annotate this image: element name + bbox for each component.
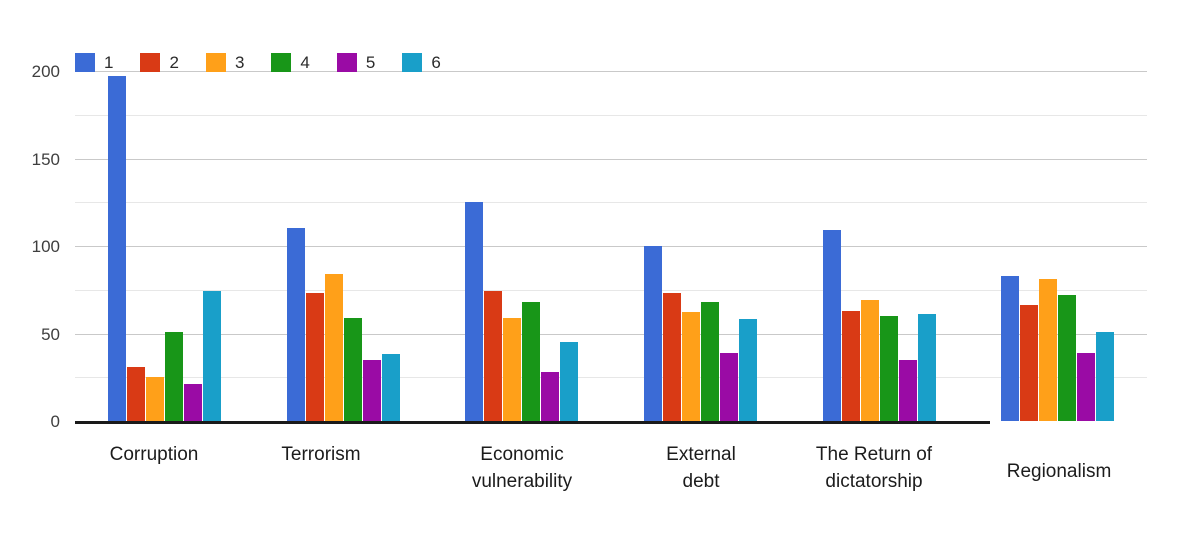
bar-series-6-economic-vulnerability <box>560 342 578 421</box>
bar-series-5-corruption <box>184 384 202 421</box>
legend-item-6: 6 <box>402 53 441 72</box>
bar-series-4-terrorism <box>344 318 362 421</box>
category-label-line: Corruption <box>109 444 199 465</box>
bar-series-4-corruption <box>165 332 183 421</box>
bar-group-external-debt <box>611 71 790 421</box>
bar-group-corruption <box>75 71 254 421</box>
legend-label: 1 <box>104 53 114 72</box>
category-label-regionalism: Regionalism <box>964 458 1154 485</box>
legend-item-2: 2 <box>140 53 179 72</box>
bar-series-3-terrorism <box>325 274 343 421</box>
chart-legend: 1 2 3 4 5 6 <box>75 53 468 72</box>
bar-group-economic-vulnerability <box>432 71 611 421</box>
y-tick-label-50: 50 <box>41 325 60 344</box>
y-tick-label-200: 200 <box>31 62 60 81</box>
y-tick-label-100: 100 <box>31 237 60 256</box>
bar-series-5-economic-vulnerability <box>541 372 559 421</box>
bar-series-1-regionalism <box>1001 276 1019 421</box>
legend-swatch-icon <box>140 53 161 72</box>
legend-label: 5 <box>365 53 376 72</box>
category-label-line: Regionalism <box>1006 461 1112 482</box>
bar-series-2-economic-vulnerability <box>484 291 502 421</box>
bar-series-4-external-debt <box>701 302 719 421</box>
legend-item-5: 5 <box>336 53 376 72</box>
category-label-line: External <box>666 444 736 465</box>
bar-series-3-economic-vulnerability <box>503 318 521 421</box>
legend-label: 2 <box>169 53 179 72</box>
bar-series-1-corruption <box>108 76 126 421</box>
bar-series-2-corruption <box>127 367 145 421</box>
bar-series-2-terrorism <box>306 293 324 421</box>
bar-series-1-the-return-of-dictatorship <box>823 230 841 421</box>
y-tick-label-0: 0 <box>50 412 60 431</box>
bar-series-2-the-return-of-dictatorship <box>842 311 860 421</box>
bar-group-regionalism <box>968 71 1147 421</box>
legend-swatch-icon <box>336 53 357 72</box>
legend-item-3: 3 <box>205 53 245 72</box>
legend-swatch-icon <box>75 53 95 72</box>
gridline-175 <box>75 115 1147 116</box>
category-label-terrorism: Terrorism <box>226 441 416 468</box>
x-axis-line <box>75 421 990 424</box>
category-label-line: vulnerability <box>471 471 573 492</box>
bar-series-5-regionalism <box>1077 353 1095 421</box>
legend-item-1: 1 <box>75 53 113 72</box>
bar-series-1-economic-vulnerability <box>465 202 483 421</box>
bar-series-5-terrorism <box>363 360 381 421</box>
bar-series-2-regionalism <box>1020 305 1038 421</box>
bar-series-6-terrorism <box>382 354 400 421</box>
bar-series-5-the-return-of-dictatorship <box>899 360 917 421</box>
bar-series-2-external-debt <box>663 293 681 421</box>
bar-series-3-external-debt <box>682 312 700 421</box>
gridline-50 <box>75 334 1147 335</box>
bar-series-3-the-return-of-dictatorship <box>861 300 879 421</box>
gridline-150 <box>75 159 1147 160</box>
bar-series-6-regionalism <box>1096 332 1114 421</box>
bar-series-3-corruption <box>146 377 164 421</box>
category-label-economic-vulnerability: Economic vulnerability <box>427 441 617 495</box>
bar-series-1-external-debt <box>644 246 662 421</box>
legend-item-4: 4 <box>271 53 310 72</box>
legend-label: 3 <box>234 53 245 72</box>
bar-series-6-the-return-of-dictatorship <box>918 314 936 421</box>
bar-group-terrorism <box>254 71 433 421</box>
category-label-line: Terrorism <box>281 444 361 465</box>
category-label-external-debt: External debt <box>606 441 796 495</box>
bar-series-6-external-debt <box>739 319 757 421</box>
category-label-line: debt <box>682 471 720 492</box>
category-label-line: dictatorship <box>825 471 923 492</box>
gridline-125 <box>75 202 1147 203</box>
bar-series-1-terrorism <box>287 228 305 421</box>
legend-swatch-icon <box>205 53 226 72</box>
category-label-line: The Return of <box>815 444 933 465</box>
legend-label: 4 <box>300 53 310 72</box>
gridline-25 <box>75 377 1147 378</box>
bar-series-3-regionalism <box>1039 279 1057 421</box>
bar-series-4-economic-vulnerability <box>522 302 540 421</box>
bar-series-6-corruption <box>203 291 221 421</box>
gridline-100 <box>75 246 1147 247</box>
legend-swatch-icon <box>271 53 292 72</box>
bar-group-the-return-of-dictatorship <box>790 71 969 421</box>
bar-series-4-the-return-of-dictatorship <box>880 316 898 421</box>
category-label-the-return-of-dictatorship: The Return of dictatorship <box>779 441 969 495</box>
gridline-75 <box>75 290 1147 291</box>
category-label-line: Economic <box>480 444 564 465</box>
y-tick-label-150: 150 <box>31 150 60 169</box>
bar-series-4-regionalism <box>1058 295 1076 421</box>
legend-label: 6 <box>431 53 441 72</box>
bar-series-5-external-debt <box>720 353 738 421</box>
gridline-200 <box>75 71 1147 72</box>
legend-swatch-icon <box>402 53 423 72</box>
category-label-corruption: Corruption <box>59 441 249 468</box>
